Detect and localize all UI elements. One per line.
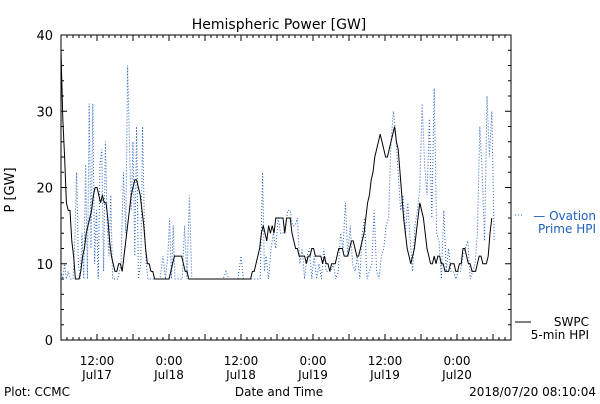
x-tick-label-date: Jul18 — [153, 368, 184, 382]
x-axis-ticks: 12:00Jul170:00Jul1812:00Jul180:00Jul1912… — [66, 35, 506, 382]
x-tick-label-date: Jul18 — [225, 368, 256, 382]
x-tick-label-time: 12:00 — [224, 354, 259, 368]
chart-title: Hemispheric Power [GW] — [192, 17, 367, 33]
legend-ovation-label-2: Prime HPI — [538, 222, 596, 236]
x-tick-label-date: Jul19 — [369, 368, 400, 382]
plot-area-frame — [60, 34, 512, 341]
x-tick-label-date: Jul17 — [81, 368, 112, 382]
legend-ovation-label: — Ovation — [533, 209, 596, 223]
plot-timestamp: 2018/07/20 08:10:04 — [469, 385, 596, 399]
y-axis-ticks: 0 10 20 30 40 — [36, 29, 511, 349]
x-tick-label-time: 0:00 — [444, 354, 471, 368]
y-tick-label: 30 — [36, 105, 53, 120]
x-tick-label-time: 0:00 — [300, 354, 327, 368]
y-tick-label: 20 — [36, 182, 53, 197]
x-tick-label-time: 12:00 — [80, 354, 115, 368]
series-line-swpc — [60, 50, 493, 280]
y-tick-label: 0 — [45, 334, 53, 349]
legend: — Ovation Prime HPI SWPC 5-min HPI — [515, 209, 596, 342]
x-tick-label-time: 0:00 — [156, 354, 183, 368]
x-tick-label-time: 12:00 — [368, 354, 403, 368]
x-axis-label: Date and Time — [235, 385, 323, 399]
y-tick-label: 40 — [36, 29, 53, 44]
series-layer — [60, 50, 495, 281]
series-line-ovation — [60, 65, 495, 281]
legend-swpc-label: SWPC — [554, 315, 589, 329]
legend-swpc-label-2: 5-min HPI — [531, 328, 589, 342]
y-tick-label: 10 — [36, 258, 53, 273]
x-tick-label-date: Jul20 — [441, 368, 472, 382]
y-axis-label: P [GW] — [3, 167, 18, 212]
x-tick-label-date: Jul19 — [297, 368, 328, 382]
plot-credit: Plot: CCMC — [4, 385, 70, 399]
